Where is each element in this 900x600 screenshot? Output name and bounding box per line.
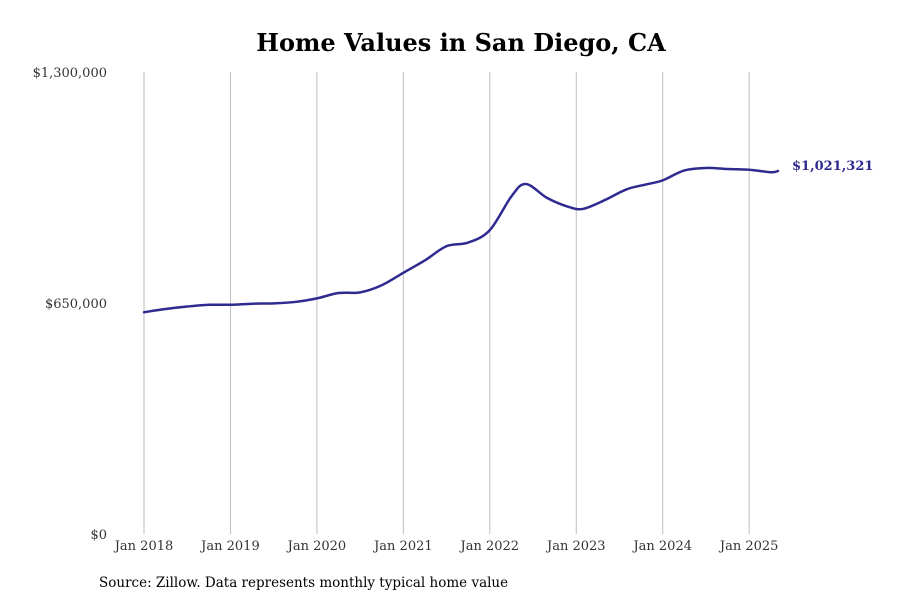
- x-tick-label: Jan 2018: [113, 539, 174, 554]
- y-axis-ticks: $0 $650,000 $1,300,000: [33, 66, 107, 543]
- x-axis-ticks: Jan 2018 Jan 2019 Jan 2020 Jan 2021 Jan 2022…: [113, 539, 779, 554]
- x-tick-label: Jan 2025: [718, 539, 779, 554]
- y-tick-label: $0: [90, 528, 107, 543]
- x-tick-label: Jan 2024: [631, 539, 692, 554]
- x-tick-label: Jan 2023: [545, 539, 606, 554]
- y-tick-label: $650,000: [45, 297, 107, 312]
- home-value-line: [142, 166, 780, 314]
- grid-layer: [143, 72, 750, 534]
- x-tick-label: Jan 2019: [199, 539, 260, 554]
- source-note: Source: Zillow. Data represents monthly …: [99, 575, 508, 591]
- chart-title: Home Values in San Diego, CA: [256, 28, 666, 57]
- end-value-label: $1,021,321: [792, 159, 873, 174]
- y-tick-label: $1,300,000: [33, 66, 107, 81]
- series-layer: [142, 166, 780, 314]
- x-tick-label: Jan 2020: [286, 539, 347, 554]
- x-tick-label: Jan 2022: [459, 539, 520, 554]
- x-tick-label: Jan 2021: [372, 539, 433, 554]
